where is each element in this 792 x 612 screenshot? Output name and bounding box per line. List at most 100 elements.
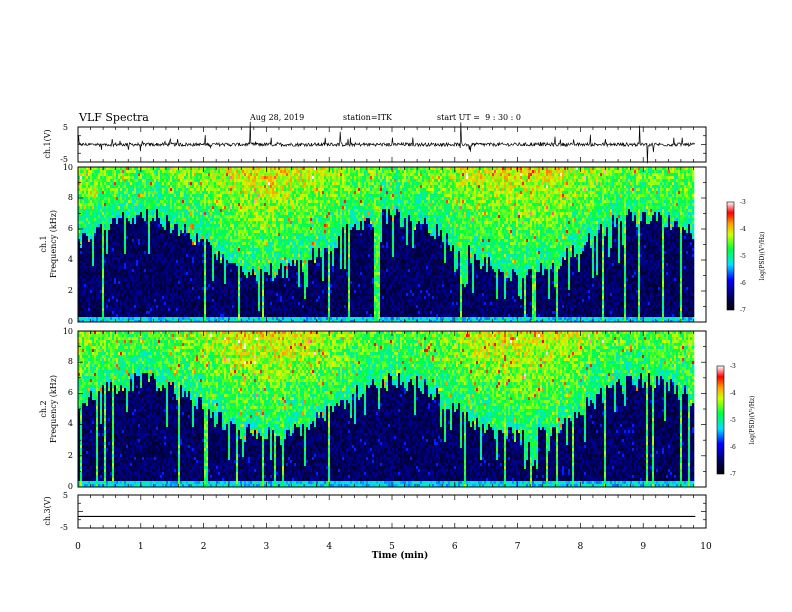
- spectrogram-cell: [144, 227, 147, 231]
- spectrogram-cell: [132, 188, 135, 192]
- spectrogram-cell: [156, 260, 159, 264]
- spectrogram-cell: [234, 182, 237, 186]
- spectrogram-cell: [194, 290, 197, 294]
- spectrogram-cell: [176, 218, 179, 222]
- spectrogram-cell: [208, 221, 211, 225]
- spectrogram-cell: [228, 272, 231, 276]
- spectrogram-cell: [196, 269, 199, 273]
- spectrogram-cell: [122, 194, 125, 198]
- spectrogram-cell: [200, 215, 203, 219]
- spectrogram-cell: [94, 251, 97, 255]
- spectrogram-cell: [198, 281, 201, 285]
- spectrogram-cell: [250, 302, 253, 306]
- spectrogram-cell: [242, 221, 245, 225]
- spectrogram-cell: [224, 272, 227, 276]
- spectrogram-cell: [110, 248, 113, 252]
- spectrogram-cell: [154, 182, 157, 186]
- spectrogram-cell: [170, 191, 173, 195]
- spectrogram-cell: [212, 284, 215, 288]
- spectrogram-cell: [92, 269, 95, 273]
- spectrogram-cell: [80, 236, 83, 240]
- spectrogram-cell: [82, 185, 85, 189]
- spectrogram-cell: [112, 179, 115, 183]
- spectrogram-cell: [198, 206, 201, 210]
- spectrogram-cell: [246, 272, 249, 276]
- spectrogram-cell: [232, 296, 235, 300]
- spectrogram-cell: [176, 185, 179, 189]
- spectrogram-cell: [176, 263, 179, 267]
- spectrogram-cell: [264, 272, 267, 276]
- spectrogram-cell: [118, 284, 121, 288]
- spectrogram-cell: [102, 266, 105, 270]
- spectrogram-cell: [138, 203, 141, 207]
- spectrogram-cell: [92, 242, 95, 246]
- spectrogram-cell: [94, 314, 97, 318]
- spectrogram-cell: [184, 191, 187, 195]
- spectrogram-cell: [208, 251, 211, 255]
- spectrogram-cell: [104, 191, 107, 195]
- spectrogram-cell: [174, 230, 177, 234]
- spectrogram-cell: [234, 197, 237, 201]
- spectrogram-cell: [202, 224, 205, 228]
- spectrogram-cell: [262, 176, 265, 180]
- spectrogram-cell: [258, 212, 261, 216]
- spectrogram-cell: [210, 185, 213, 189]
- spectrogram-cell: [236, 233, 239, 237]
- spectrogram-cell: [250, 251, 253, 255]
- spectrogram-cell: [184, 275, 187, 279]
- spectrogram-cell: [90, 305, 93, 309]
- spectrogram-cell: [214, 302, 217, 306]
- spectrogram-cell: [148, 266, 151, 270]
- spectrogram-cell: [192, 230, 195, 234]
- spectrogram-cell: [204, 230, 207, 234]
- spectrogram-cell: [202, 305, 205, 309]
- spectrogram-cell: [110, 320, 113, 323]
- spectrogram-cell: [222, 173, 225, 177]
- spectrogram-cell: [130, 302, 133, 306]
- spectrogram-cell: [258, 173, 261, 177]
- spectrogram-cell: [174, 302, 177, 306]
- spectrogram-cell: [262, 224, 265, 228]
- spectrogram-cell: [194, 176, 197, 180]
- spectrogram-cell: [244, 167, 247, 171]
- spectrogram-cell: [230, 206, 233, 210]
- spectrogram-cell: [108, 224, 111, 228]
- ch1-ytick-top: 5: [63, 123, 68, 132]
- spectrogram-cell: [84, 182, 87, 186]
- spectrogram-cell: [204, 227, 207, 231]
- spectrogram-cell: [130, 299, 133, 303]
- spectrogram-cell: [216, 287, 219, 291]
- spectrogram-cell: [238, 197, 241, 201]
- spectrogram-cell: [230, 296, 233, 300]
- spectrogram-cell: [246, 182, 249, 186]
- spectrogram-cell: [208, 215, 211, 219]
- spectrogram-cell: [188, 311, 191, 315]
- spectrogram-cell: [194, 305, 197, 309]
- spectrogram-cell: [100, 242, 103, 246]
- spectrogram-cell: [234, 167, 237, 171]
- spectrogram-cell: [92, 290, 95, 294]
- spectrogram-cell: [82, 317, 85, 321]
- spectrogram-cell: [192, 272, 195, 276]
- spectrogram-cell: [176, 209, 179, 213]
- spectrogram-cell: [110, 209, 113, 213]
- spectrogram-cell: [222, 221, 225, 225]
- spectrogram-cell: [120, 269, 123, 273]
- spectrogram-cell: [100, 191, 103, 195]
- spectrogram-cell: [240, 311, 243, 315]
- spectrogram-cell: [134, 314, 137, 318]
- spectrogram-cell: [138, 239, 141, 243]
- spectrogram-cell: [168, 176, 171, 180]
- spectrogram-cell: [154, 245, 157, 249]
- spectrogram-cell: [244, 191, 247, 195]
- spectrogram-cell: [262, 227, 265, 231]
- spectrogram-cell: [84, 221, 87, 225]
- spectrogram-cell: [206, 272, 209, 276]
- spectrogram-cell: [150, 200, 153, 204]
- spectrogram-cell: [158, 209, 161, 213]
- spectrogram-cell: [182, 296, 185, 300]
- spectrogram-cell: [94, 248, 97, 252]
- spectrogram-cell: [188, 206, 191, 210]
- spectrogram-cell: [82, 212, 85, 216]
- spectrogram-cell: [160, 278, 163, 282]
